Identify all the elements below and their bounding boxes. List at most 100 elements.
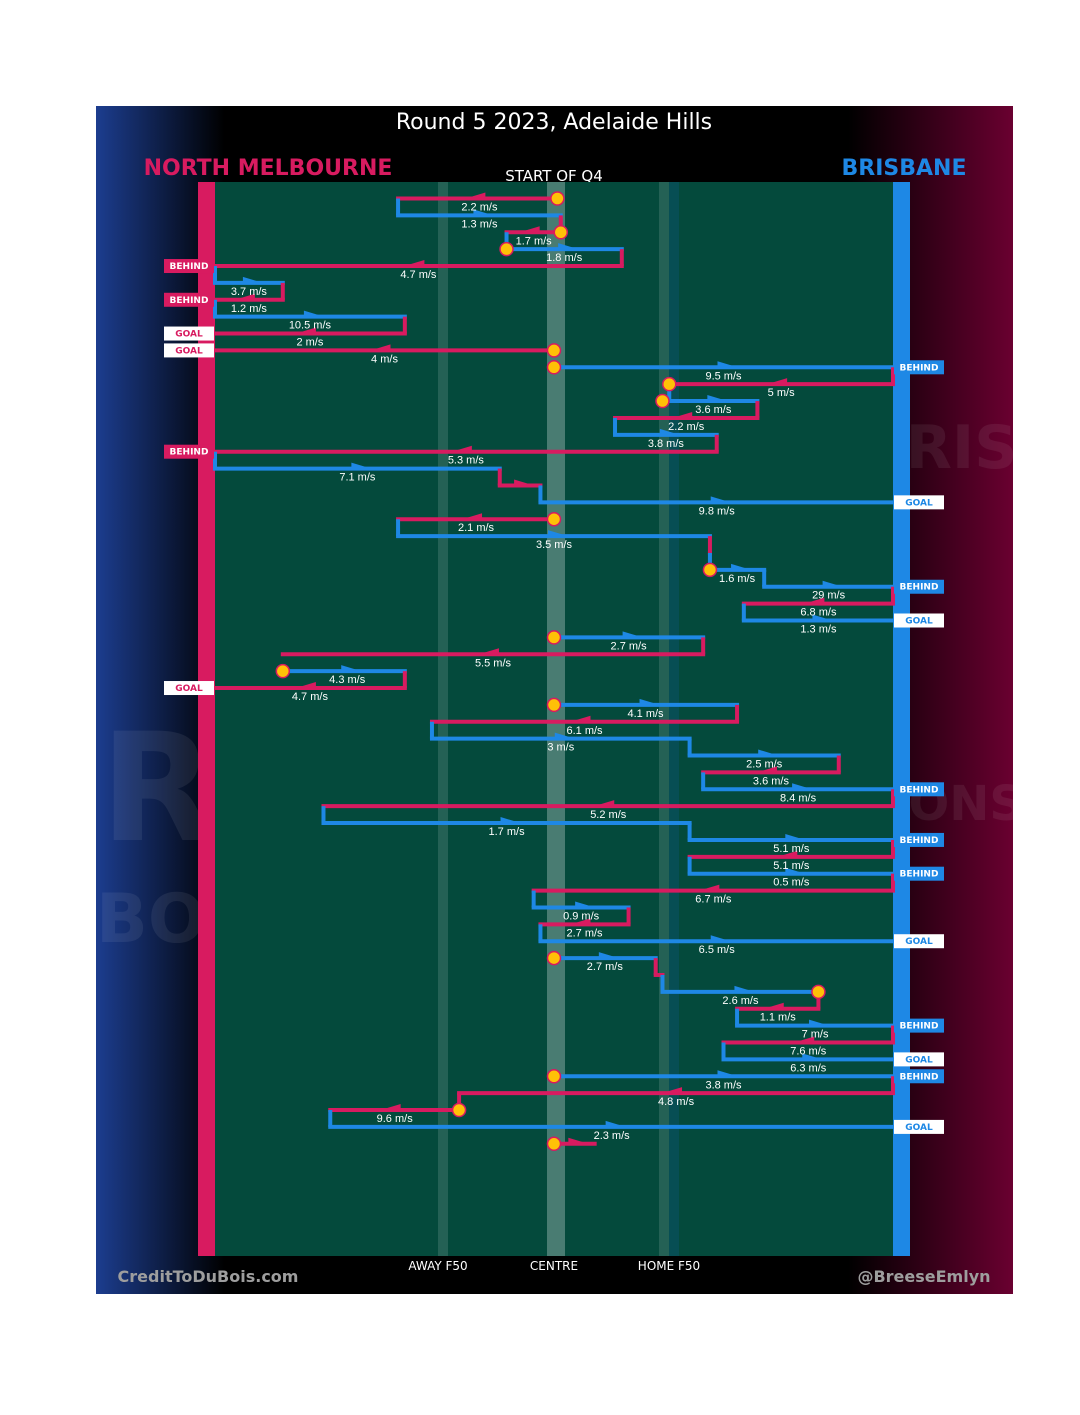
speed-label: 1.3 m/s xyxy=(800,624,837,636)
goal-badge xyxy=(894,1119,944,1134)
outcome-label: BEHIND xyxy=(900,836,939,846)
goal-badge xyxy=(164,326,214,341)
speed-label: 5.1 m/s xyxy=(773,843,810,855)
direction-arrow xyxy=(763,1002,784,1009)
speed-label: 2.7 m/s xyxy=(566,927,603,939)
direction-arrow xyxy=(380,1104,401,1111)
direction-arrow xyxy=(734,985,755,992)
speed-label: 6.5 m/s xyxy=(699,944,736,956)
direction-arrow xyxy=(809,1019,830,1026)
left-team-name: NORTH MELBOURNE xyxy=(144,156,393,181)
direction-arrow xyxy=(575,901,596,908)
stoppage-marker xyxy=(546,343,562,358)
away-f50-band xyxy=(438,182,448,1256)
speed-label: 3 m/s xyxy=(547,742,574,754)
stoppage-marker xyxy=(550,191,565,206)
speed-label: 4.7 m/s xyxy=(400,269,437,281)
direction-arrow xyxy=(514,479,535,486)
direction-arrow xyxy=(554,732,575,739)
direction-arrow xyxy=(462,513,483,520)
behind-badge xyxy=(894,1069,944,1084)
direction-arrow xyxy=(519,226,540,233)
centre-label: CENTRE xyxy=(530,1259,578,1273)
speed-label: 7.1 m/s xyxy=(339,472,376,484)
speed-label: 29 m/s xyxy=(812,590,846,602)
home-f50-label: HOME F50 xyxy=(638,1259,700,1273)
speed-label: 0.9 m/s xyxy=(563,910,600,922)
speed-label: 3.5 m/s xyxy=(536,539,573,551)
direction-arrow xyxy=(478,648,499,655)
speed-label: 2.5 m/s xyxy=(746,759,783,771)
direction-arrow xyxy=(370,344,391,351)
direction-arrow xyxy=(639,698,660,705)
direction-arrow xyxy=(710,935,731,942)
direction-arrow xyxy=(699,884,720,891)
stoppage-marker xyxy=(546,950,562,966)
direction-arrow xyxy=(777,850,798,857)
speed-label: 2 m/s xyxy=(296,337,323,349)
stoppage-marker xyxy=(546,360,562,375)
behind-badge xyxy=(894,866,944,881)
speed-label: 3.8 m/s xyxy=(705,1079,742,1091)
stoppage-marker xyxy=(553,225,569,240)
direction-arrow xyxy=(812,614,833,621)
speed-label: 4.3 m/s xyxy=(329,674,366,686)
credit-left: CreditToDuBois.com xyxy=(118,1267,299,1286)
quarter-label: START OF Q4 xyxy=(505,167,603,185)
speed-label: 1.8 m/s xyxy=(546,252,583,264)
outcome-label: BEHIND xyxy=(170,296,209,306)
goal-badge xyxy=(894,495,944,510)
direction-arrow xyxy=(731,563,752,570)
outcome-label: BEHIND xyxy=(900,363,939,373)
behind-badge xyxy=(164,292,214,307)
speed-label: 1.1 m/s xyxy=(760,1012,797,1024)
direction-arrow xyxy=(568,1137,589,1144)
speed-label: 10.5 m/s xyxy=(289,320,332,332)
goal-badge xyxy=(164,681,214,696)
stoppage-marker xyxy=(451,1102,467,1118)
direction-arrow xyxy=(767,378,788,385)
direction-arrow xyxy=(822,580,843,587)
direction-arrow xyxy=(785,833,806,840)
stoppage-marker xyxy=(702,562,718,578)
speed-label: 9.5 m/s xyxy=(705,370,742,382)
speed-label: 6.1 m/s xyxy=(566,725,603,737)
speed-label: 4.1 m/s xyxy=(627,708,664,720)
speed-label: 1.6 m/s xyxy=(719,573,756,585)
speed-label: 5.1 m/s xyxy=(773,860,810,872)
speed-label: 7.6 m/s xyxy=(790,1046,827,1058)
direction-arrow xyxy=(295,327,316,334)
outcome-label: GOAL xyxy=(175,684,203,694)
stoppage-marker xyxy=(546,1136,562,1152)
speed-label: 2.7 m/s xyxy=(587,961,624,973)
speed-label: 2.2 m/s xyxy=(668,421,705,433)
direction-arrow xyxy=(605,1120,626,1127)
direction-arrow xyxy=(785,867,806,874)
speed-label: 4.8 m/s xyxy=(658,1096,695,1108)
stoppage-marker xyxy=(655,393,670,409)
direction-arrow xyxy=(707,395,728,402)
direction-arrow xyxy=(351,462,372,469)
outcome-label: GOAL xyxy=(175,346,203,356)
direction-arrow xyxy=(451,445,472,452)
outcome-label: BEHIND xyxy=(170,448,209,458)
goal-badge xyxy=(894,1052,944,1067)
speed-label: 2.7 m/s xyxy=(611,640,648,652)
speed-label: 5.5 m/s xyxy=(475,657,512,669)
speed-label: 4 m/s xyxy=(371,353,398,365)
direction-arrow xyxy=(802,1053,823,1060)
credit-right: @BreeseEmlyn xyxy=(857,1267,990,1286)
goal-badge xyxy=(164,343,214,358)
stoppage-marker xyxy=(546,630,562,645)
speed-label: 3.6 m/s xyxy=(695,404,732,416)
behind-badge xyxy=(894,360,944,375)
speed-label: 5.3 m/s xyxy=(448,455,485,467)
speed-label: 2.1 m/s xyxy=(458,522,495,534)
direction-arrow xyxy=(594,800,615,807)
direction-arrow xyxy=(717,361,738,368)
speed-label: 6.7 m/s xyxy=(695,894,732,906)
direction-arrow xyxy=(570,715,591,722)
behind-badge xyxy=(894,832,944,847)
direction-arrow xyxy=(710,496,731,503)
direction-arrow xyxy=(303,310,324,317)
